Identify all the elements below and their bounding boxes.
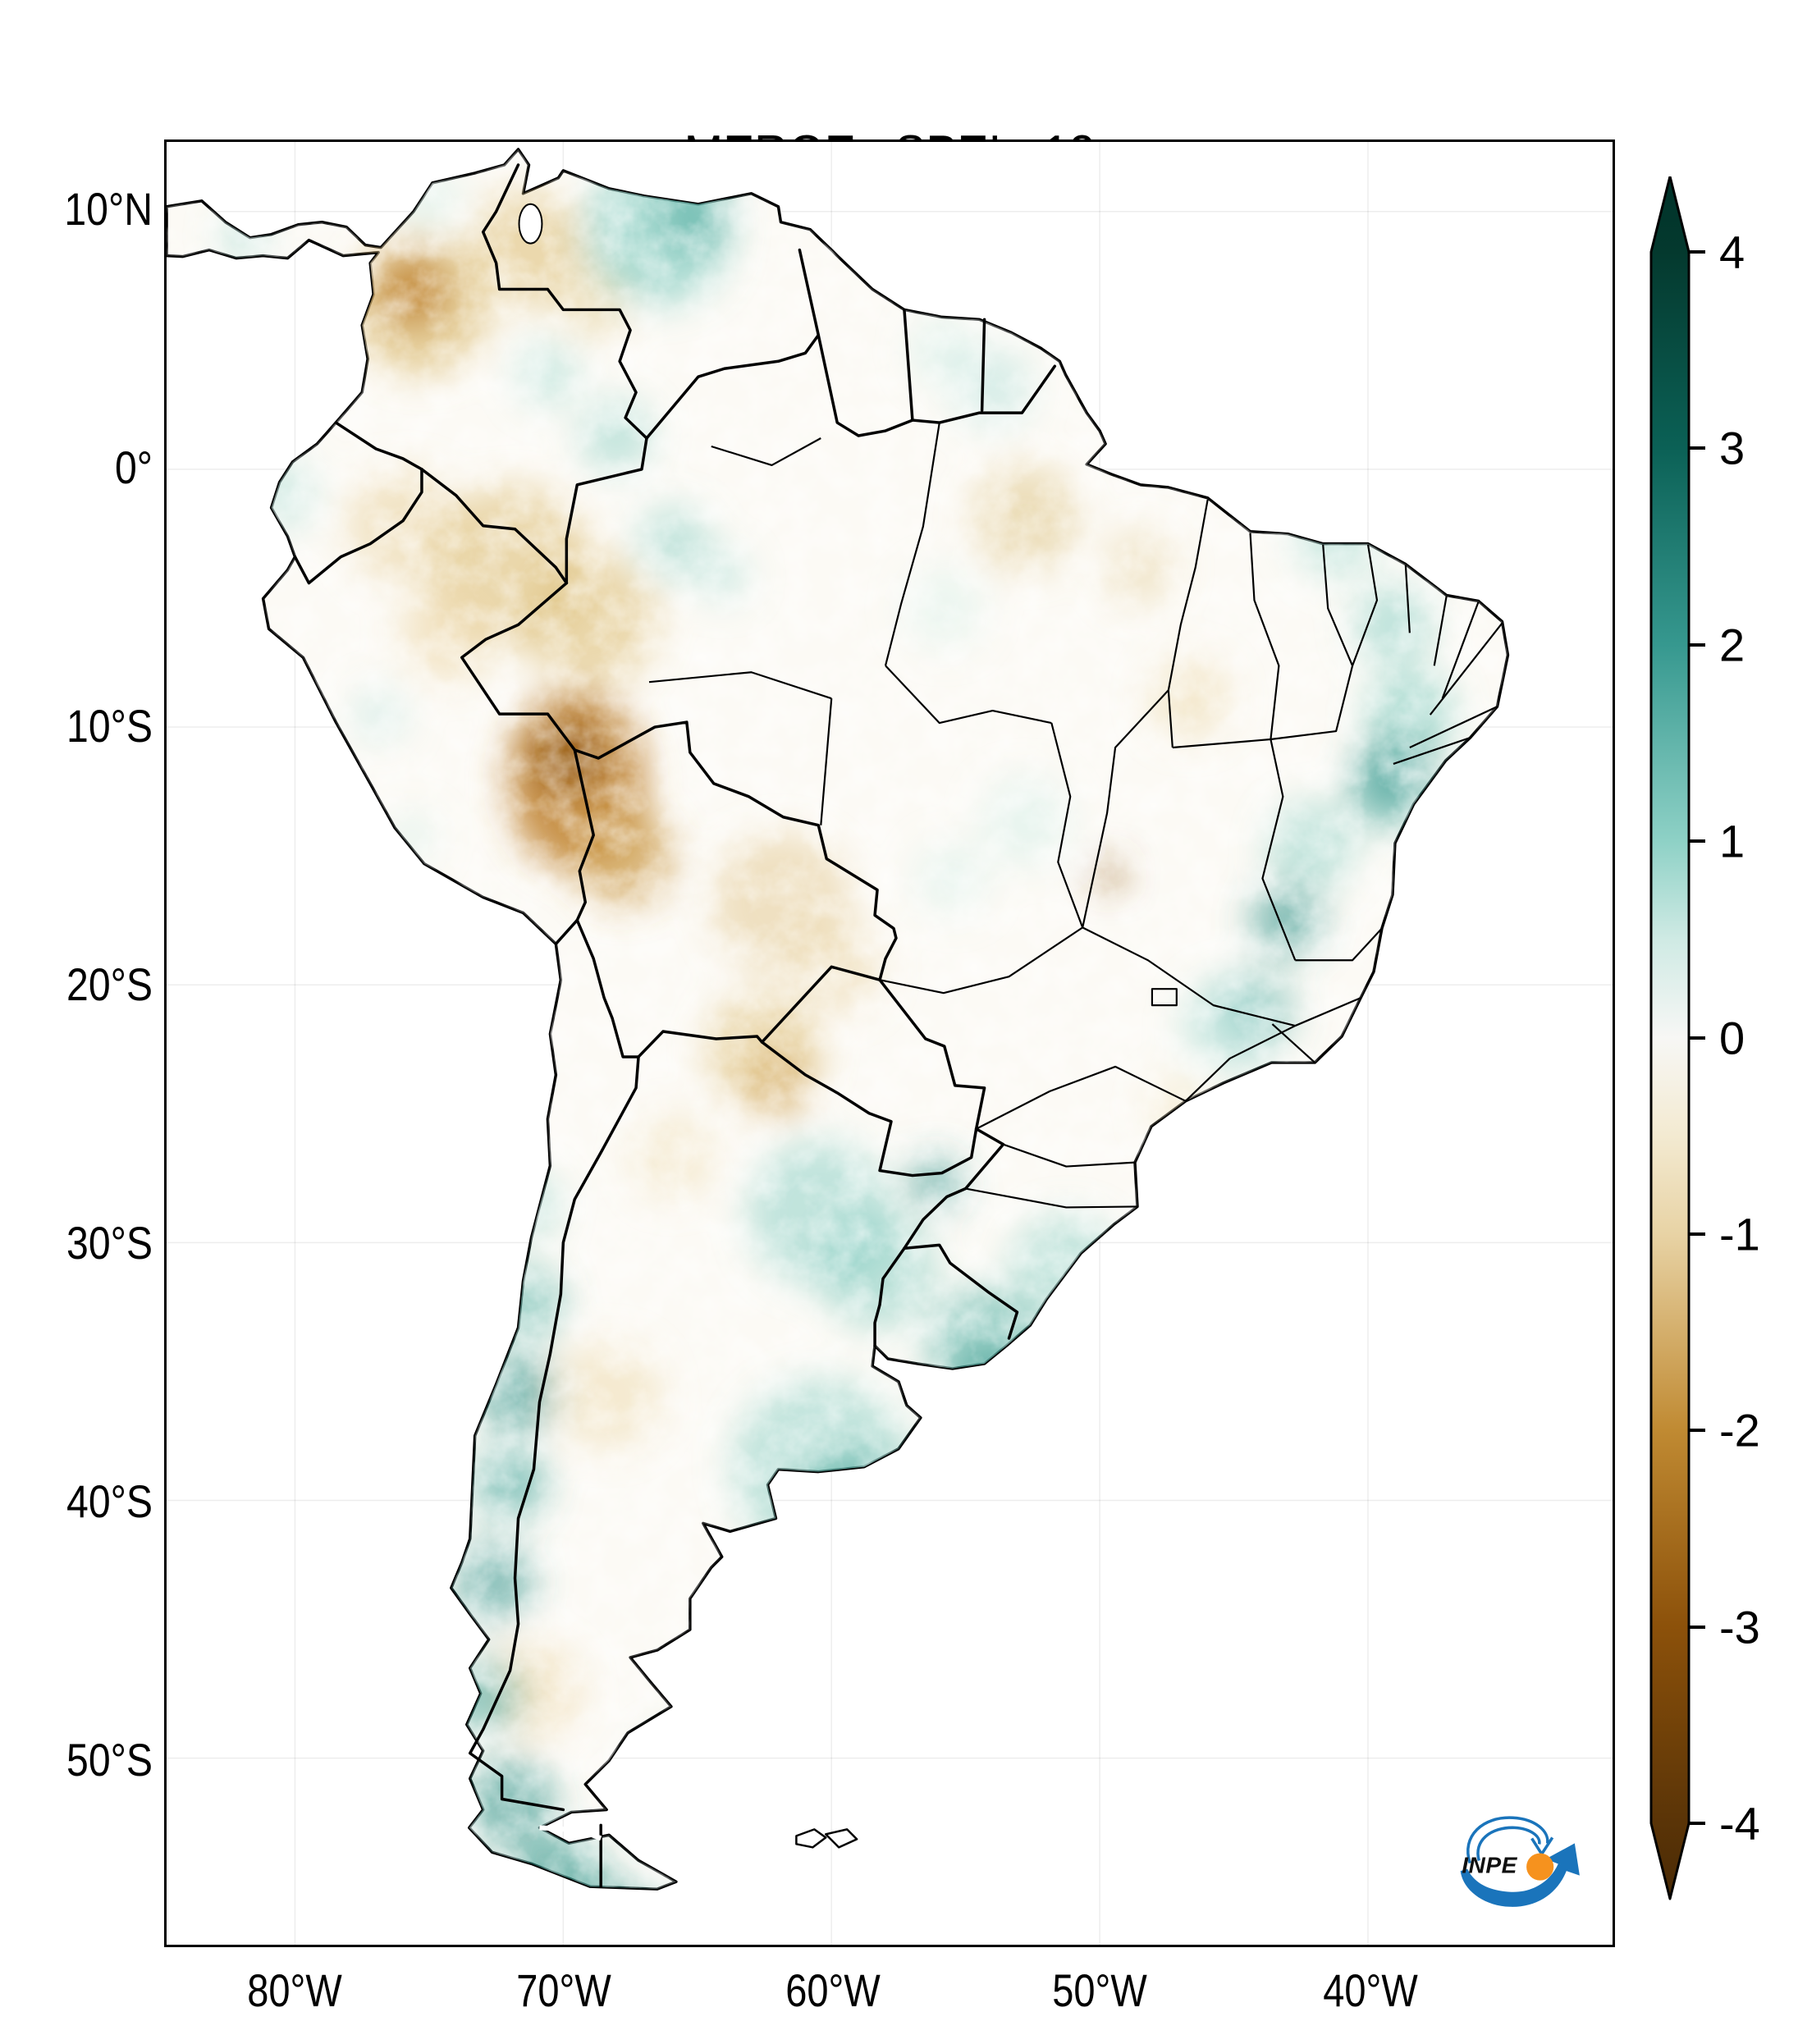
falkland-islands (795, 1828, 858, 1849)
colorbar-tick-marks (1689, 250, 1705, 1825)
map-plot (167, 142, 1613, 1945)
lon-axis-label: 60°W (785, 1964, 881, 2016)
logo-text: INPE (1462, 1853, 1517, 1878)
lon-axis-label: 80°W (247, 1964, 342, 2016)
colorbar-tick-label: 1 (1719, 816, 1745, 867)
lat-axis-label: 0° (114, 441, 153, 493)
colorbar: 4 3 2 1 0 -1 -2 -3 -4 (1649, 176, 1760, 1900)
lon-axis-label: 40°W (1323, 1964, 1418, 2016)
logo-globe-icon (1526, 1853, 1554, 1881)
country-borders (293, 163, 1057, 1888)
colorbar-gradient (1649, 176, 1690, 1900)
lat-axis-label: 30°S (66, 1217, 153, 1269)
colorbar-tick-label: -4 (1719, 1798, 1760, 1850)
lat-axis-label: 40°S (66, 1475, 153, 1527)
lon-axis-label: 50°W (1052, 1964, 1147, 2016)
colorbar-tick-label: -2 (1719, 1405, 1760, 1456)
lake-maracaibo (518, 203, 543, 245)
colorbar-tick-label: -1 (1719, 1209, 1760, 1260)
lat-axis-label: 50°S (66, 1734, 153, 1786)
water-details (518, 203, 602, 1841)
colorbar-tick-label: 0 (1719, 1013, 1745, 1064)
colorbar-tick-label: 2 (1719, 620, 1745, 671)
map-frame (164, 139, 1615, 1947)
lat-axis-label: 10°S (66, 700, 153, 752)
colorbar-tick-labels: 4 3 2 1 0 -1 -2 -3 -4 (1719, 226, 1760, 1850)
colorbar-tick-label: 4 (1719, 226, 1745, 278)
magellan-strait (539, 1825, 602, 1841)
raster-grain-texture (167, 149, 1508, 1890)
lat-axis-label: 20°S (66, 958, 153, 1010)
colorbar-tick-label: 3 (1719, 423, 1745, 474)
lon-axis-label: 70°W (516, 1964, 611, 2016)
state-borders (648, 422, 1503, 1209)
inpe-logo: INPE (1460, 1816, 1580, 1907)
lat-axis-label: 10°N (64, 183, 153, 235)
colorbar-tick-label: -3 (1719, 1602, 1760, 1653)
